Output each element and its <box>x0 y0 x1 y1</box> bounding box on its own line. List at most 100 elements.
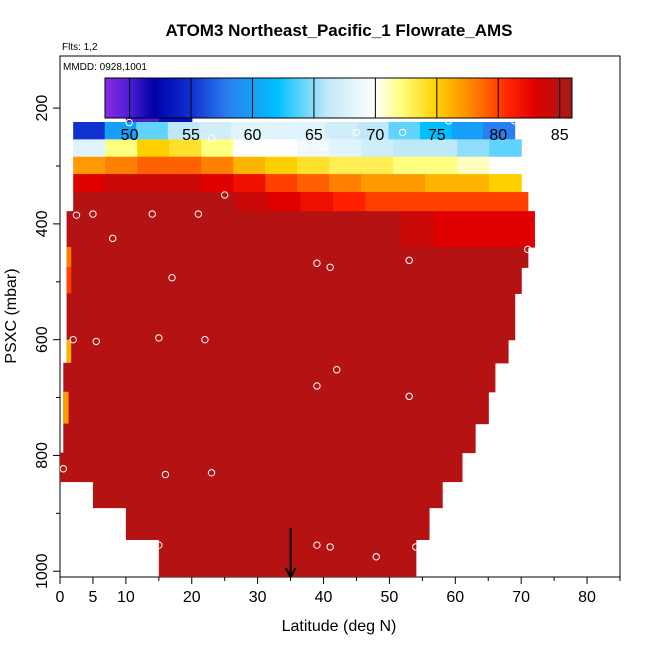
heatmap-cell <box>264 247 298 268</box>
heatmap-cells <box>60 89 535 577</box>
sample-point <box>69 335 77 344</box>
sample-point <box>125 118 133 127</box>
heatmap-cell <box>365 192 399 212</box>
heatmap-cell <box>386 423 417 454</box>
heatmap-cell <box>367 211 402 248</box>
sample-point <box>319 143 328 151</box>
sample-point <box>155 541 163 549</box>
heatmap-cell <box>287 539 307 577</box>
heatmap-cell <box>318 452 348 483</box>
sample-point <box>300 142 308 150</box>
colorbar-tick-label: 85 <box>551 127 569 144</box>
heatmap-cell <box>489 156 522 175</box>
heatmap-cell <box>388 121 421 140</box>
heatmap-cell <box>420 121 453 140</box>
heatmap-cell <box>203 452 233 483</box>
heatmap-cell <box>356 121 390 140</box>
heatmap-cell <box>66 316 100 341</box>
heatmap-cell <box>375 452 406 483</box>
heatmap-cell <box>242 481 269 509</box>
heatmap-cell <box>122 423 153 454</box>
heatmap-cell <box>124 391 155 425</box>
heatmap-cell <box>306 391 338 425</box>
colorbar-tick-label: 60 <box>244 127 262 144</box>
heatmap-cell <box>290 293 324 318</box>
dates-note: MMDD: 0928,1001 <box>63 62 147 73</box>
heatmap-cell <box>66 211 101 248</box>
heatmap-cell <box>427 391 459 425</box>
heatmap-cell <box>325 121 358 140</box>
heatmap-cell <box>66 339 99 364</box>
heatmap-cell <box>161 339 194 364</box>
heatmap-cell <box>104 121 137 140</box>
heatmap-cell <box>235 192 269 212</box>
heatmap-cell <box>386 316 420 341</box>
heatmap-cell <box>300 211 335 248</box>
heatmap-cell <box>354 293 388 318</box>
heatmap-cell <box>192 339 225 364</box>
heatmap-cell <box>210 423 241 454</box>
heatmap-cell <box>482 293 516 318</box>
heatmap-cell <box>342 539 362 577</box>
y-tick-label: 400 <box>34 210 51 237</box>
heatmap-cell <box>430 192 464 212</box>
heatmap-cell <box>392 481 418 509</box>
sample-point <box>168 274 176 282</box>
x-tick-label: 70 <box>512 589 530 606</box>
heatmap-cell <box>329 156 362 175</box>
heatmap-cell <box>73 121 106 140</box>
heatmap-cell <box>342 481 368 509</box>
heatmap-cell <box>489 174 522 193</box>
heatmap-cell <box>297 247 331 268</box>
heatmap-cell <box>196 267 230 294</box>
sample-point <box>194 210 203 218</box>
sample-point <box>148 210 156 218</box>
heatmap-cell <box>180 423 211 454</box>
heatmap-cell <box>169 156 202 175</box>
heatmap-cell <box>396 247 430 268</box>
heatmap-cell <box>248 362 280 393</box>
heatmap-cell <box>190 507 214 540</box>
heatmap-cell <box>265 139 298 158</box>
heatmap-cell <box>418 293 452 318</box>
heatmap-cell <box>328 423 359 454</box>
heatmap-cell <box>326 267 360 294</box>
heatmap-cell <box>169 139 202 158</box>
heatmap-cell <box>360 539 380 577</box>
heatmap-cell <box>500 211 535 248</box>
heatmap-cell <box>450 316 484 341</box>
sample-point <box>398 128 407 137</box>
y-tick-label: 1000 <box>34 553 51 589</box>
x-axis: 0 5 10 20 30 40 50 60 70 80 <box>56 577 621 606</box>
heatmap-cell <box>105 174 138 193</box>
heatmap-cell <box>299 507 322 540</box>
chart-title: ATOM3 Northeast_Pacific_1 Flowrate_AMS <box>165 21 512 40</box>
heatmap-cell <box>63 391 69 424</box>
heatmap-cell <box>329 174 362 193</box>
heatmap-cell <box>322 293 356 318</box>
heatmap-cell <box>462 192 496 212</box>
heatmap-cell <box>245 391 277 425</box>
heatmap-cell <box>201 174 234 193</box>
heatmap-cell <box>213 539 233 577</box>
heatmap-cell <box>63 362 95 393</box>
heatmap-cell <box>194 293 228 318</box>
heatmap-cell <box>162 316 196 341</box>
heatmap-cell <box>260 452 291 483</box>
sample-point <box>405 392 413 401</box>
heatmap-cell <box>234 507 257 540</box>
heatmap-cell <box>366 391 398 425</box>
heatmap-cell <box>258 316 292 341</box>
heatmap-cell <box>451 121 484 140</box>
heatmap-cell <box>464 362 496 393</box>
heatmap-cell <box>138 192 172 212</box>
sample-point <box>207 469 216 477</box>
heatmap-cell <box>413 339 446 364</box>
heatmap-cell <box>130 316 164 341</box>
x-tick-label: 60 <box>446 589 464 606</box>
heatmap-cell <box>125 507 149 540</box>
heatmap-cell <box>63 423 94 454</box>
heatmap-cell <box>425 156 458 175</box>
heatmap-cell <box>194 316 228 341</box>
colorbar-tick-label: 50 <box>121 127 139 144</box>
